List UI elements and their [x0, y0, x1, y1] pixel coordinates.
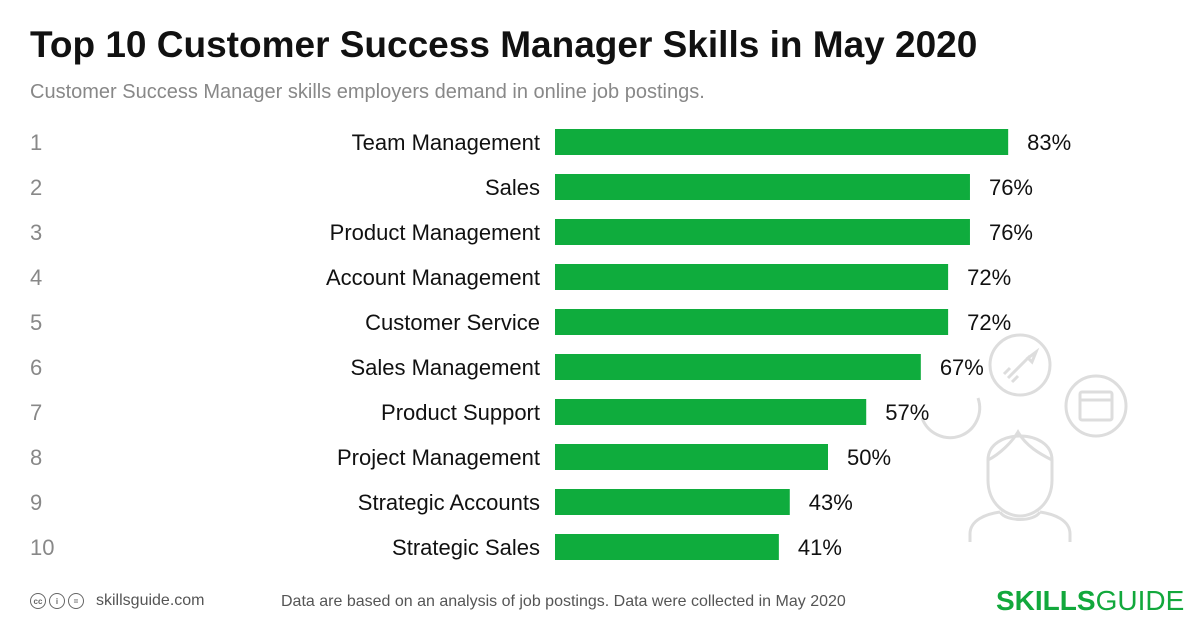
rank-label: 5 [30, 310, 42, 335]
bar [555, 309, 949, 335]
bar [555, 399, 867, 425]
footer-license: cc i = skillsguide.com [30, 592, 204, 610]
category-label: Sales [485, 175, 540, 200]
category-label: Strategic Accounts [358, 490, 540, 515]
footer-site[interactable]: skillsguide.com [96, 592, 205, 609]
equal-icon: = [68, 593, 84, 609]
rank-label: 2 [30, 175, 42, 200]
category-label: Customer Service [365, 310, 540, 335]
rocket-icon [988, 333, 1052, 397]
bar [555, 444, 828, 470]
category-label: Product Management [330, 220, 540, 245]
license-icons: cc i = [30, 593, 84, 609]
brand-bold: SKILLS [996, 585, 1096, 616]
person-icon [968, 429, 1072, 542]
rank-label: 9 [30, 490, 42, 515]
chart-circle-icon [920, 397, 982, 440]
rank-label: 10 [30, 535, 54, 560]
rank-label: 3 [30, 220, 42, 245]
bar [555, 354, 921, 380]
value-label: 83% [1027, 130, 1071, 155]
value-label: 41% [798, 535, 842, 560]
bar [555, 264, 949, 290]
browser-window-icon [1064, 374, 1128, 438]
value-label: 50% [847, 445, 891, 470]
category-label: Product Support [381, 400, 540, 425]
category-label: Strategic Sales [392, 535, 540, 560]
brand-logo[interactable]: SKILLSGUIDE [996, 585, 1184, 617]
value-label: 72% [967, 310, 1011, 335]
value-label: 76% [989, 220, 1033, 245]
bar [555, 219, 970, 245]
bar [555, 534, 779, 560]
value-label: 43% [809, 490, 853, 515]
category-label: Account Management [326, 265, 540, 290]
bar [555, 174, 970, 200]
category-label: Team Management [352, 130, 540, 155]
value-label: 76% [989, 175, 1033, 200]
rank-label: 4 [30, 265, 42, 290]
attribution-icon: i [49, 593, 65, 609]
value-label: 67% [940, 355, 984, 380]
rank-label: 1 [30, 130, 42, 155]
rank-label: 7 [30, 400, 42, 425]
page-subtitle: Customer Success Manager skills employer… [30, 81, 705, 103]
value-label: 72% [967, 265, 1011, 290]
rank-label: 6 [30, 355, 42, 380]
footer-note: Data are based on an analysis of job pos… [281, 593, 846, 610]
value-label: 57% [885, 400, 929, 425]
brand-light: GUIDE [1095, 585, 1185, 616]
person-illustration-icon [920, 333, 1128, 542]
bar [555, 129, 1009, 155]
rank-label: 8 [30, 445, 42, 470]
page-title: Top 10 Customer Success Manager Skills i… [30, 24, 978, 65]
category-label: Sales Management [350, 355, 540, 380]
bar [555, 489, 790, 515]
creative-commons-icon: cc [30, 593, 46, 609]
category-label: Project Management [337, 445, 540, 470]
